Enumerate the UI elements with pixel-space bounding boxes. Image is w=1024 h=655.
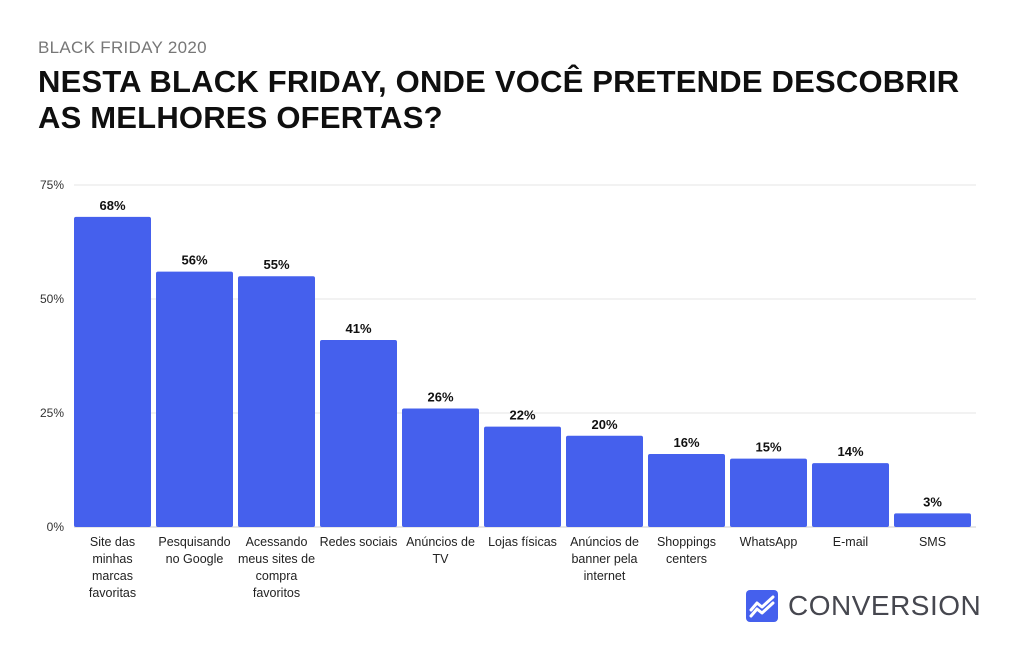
data-label: 3% [923, 494, 942, 509]
data-label: 55% [263, 257, 289, 272]
data-label: 68% [99, 198, 125, 213]
x-tick-label: Anúncios de TV [406, 535, 475, 566]
bar [484, 426, 561, 527]
bar [402, 408, 479, 527]
data-label: 20% [591, 417, 617, 432]
x-tick-label: Acessando meus sites de compra favoritos [238, 535, 315, 600]
bar [812, 463, 889, 527]
data-label: 26% [427, 389, 453, 404]
x-tick-label: Anúncios de banner pela internet [570, 535, 639, 583]
data-label: 41% [345, 321, 371, 336]
y-tick-label: 50% [40, 292, 64, 306]
bar [648, 454, 725, 527]
x-tick-label: Site das minhas marcas favoritas [89, 535, 136, 600]
data-label: 16% [673, 435, 699, 450]
bar [894, 513, 971, 527]
y-tick-label: 75% [40, 178, 64, 192]
data-label: 15% [755, 440, 781, 455]
x-tick-label: E-mail [833, 535, 868, 549]
data-label: 14% [837, 444, 863, 459]
x-tick-label: SMS [919, 535, 946, 549]
chart-line-logo-icon [746, 590, 778, 622]
brand-logo: CONVERSION [746, 590, 981, 622]
data-label: 56% [181, 253, 207, 268]
bar [238, 276, 315, 527]
bar [74, 216, 151, 528]
x-tick-label: Redes sociais [320, 535, 398, 549]
chart-overline: BLACK FRIDAY 2020 [38, 38, 207, 57]
bar [566, 435, 643, 527]
chart-title: NESTA BLACK FRIDAY, ONDE VOCÊ PRETENDE D… [38, 64, 960, 135]
data-label: 22% [509, 408, 535, 423]
x-tick-label: Shoppings centers [657, 535, 716, 566]
bar [320, 340, 397, 527]
y-tick-label: 0% [47, 520, 65, 534]
x-tick-label: WhatsApp [740, 535, 798, 549]
bar [730, 458, 807, 527]
brand-name: CONVERSION [788, 590, 982, 621]
x-tick-label: Pesquisando no Google [158, 535, 230, 566]
x-tick-label: Lojas físicas [488, 535, 557, 549]
bar [156, 271, 233, 527]
y-tick-label: 25% [40, 406, 64, 420]
